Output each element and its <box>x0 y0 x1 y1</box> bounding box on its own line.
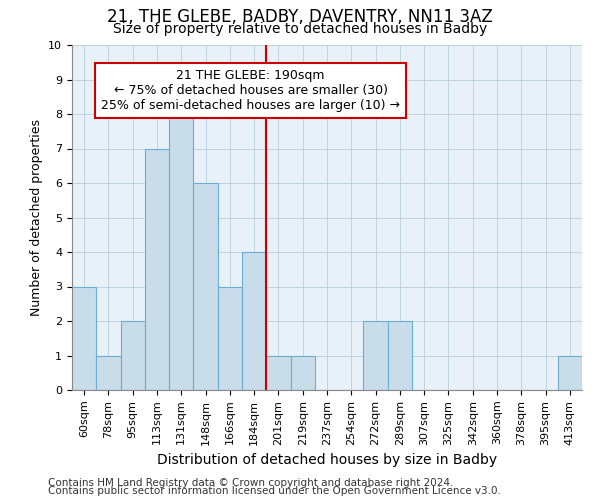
Bar <box>364 321 388 390</box>
Bar <box>290 356 315 390</box>
Bar <box>96 356 121 390</box>
Text: Size of property relative to detached houses in Badby: Size of property relative to detached ho… <box>113 22 487 36</box>
Text: 21 THE GLEBE: 190sqm
← 75% of detached houses are smaller (30)
25% of semi-detac: 21 THE GLEBE: 190sqm ← 75% of detached h… <box>101 69 400 112</box>
X-axis label: Distribution of detached houses by size in Badby: Distribution of detached houses by size … <box>157 453 497 467</box>
Text: Contains public sector information licensed under the Open Government Licence v3: Contains public sector information licen… <box>48 486 501 496</box>
Bar <box>558 356 582 390</box>
Text: 21, THE GLEBE, BADBY, DAVENTRY, NN11 3AZ: 21, THE GLEBE, BADBY, DAVENTRY, NN11 3AZ <box>107 8 493 26</box>
Bar <box>266 356 290 390</box>
Bar <box>193 183 218 390</box>
Bar <box>242 252 266 390</box>
Y-axis label: Number of detached properties: Number of detached properties <box>30 119 43 316</box>
Bar <box>72 286 96 390</box>
Bar <box>218 286 242 390</box>
Bar <box>121 321 145 390</box>
Bar <box>169 114 193 390</box>
Text: Contains HM Land Registry data © Crown copyright and database right 2024.: Contains HM Land Registry data © Crown c… <box>48 478 454 488</box>
Bar <box>145 148 169 390</box>
Bar <box>388 321 412 390</box>
